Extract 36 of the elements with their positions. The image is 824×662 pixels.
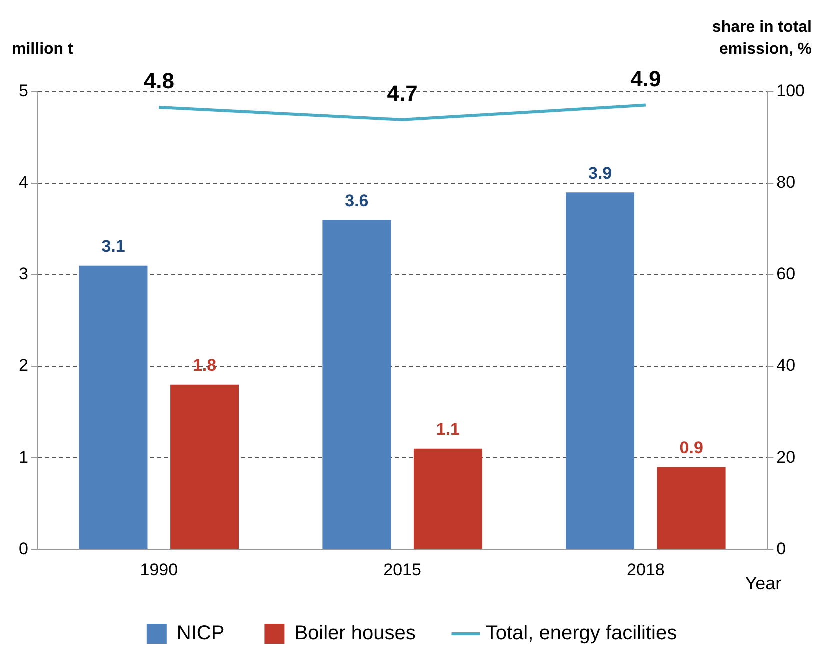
y-tick-label: 1 — [18, 448, 28, 467]
data-label: 0.9 — [680, 438, 704, 458]
bar — [657, 467, 726, 550]
bar — [322, 220, 392, 550]
y-axis-title: million t — [12, 41, 74, 58]
legend-label: Total, energy facilities — [486, 622, 678, 645]
annotation: 4.7 — [387, 80, 418, 106]
y-tick-label: 4 — [18, 173, 28, 192]
y-tick-label: 0 — [18, 539, 28, 558]
data-label: 3.1 — [102, 237, 126, 256]
x-axis-title: Year — [745, 574, 782, 594]
y2-tick-label: 80 — [776, 173, 796, 192]
data-label: 1.1 — [436, 420, 460, 440]
x-tick-label: 1990 — [140, 560, 178, 580]
x-tick-label: 2015 — [384, 560, 422, 580]
y2-axis-title: share in total emission, % — [712, 19, 812, 58]
y-tick-label: 5 — [18, 82, 28, 101]
y2-tick-label: 100 — [776, 82, 806, 101]
y2-tick-label: 40 — [776, 356, 796, 376]
bar — [79, 266, 148, 550]
bar — [170, 384, 240, 550]
y2-tick-label: 0 — [776, 539, 786, 558]
x-tick-label: 2018 — [627, 560, 665, 580]
legend-label: NICP — [176, 622, 225, 645]
data-label: 3.6 — [345, 191, 369, 210]
annotation: 4.8 — [144, 68, 174, 94]
legend-label: Boiler houses — [294, 622, 416, 645]
data-label: 1.8 — [192, 356, 217, 376]
y2-tick-label: 60 — [776, 264, 796, 284]
bar — [566, 192, 635, 550]
bar — [414, 448, 482, 550]
y2-tick-label: 20 — [776, 448, 796, 467]
y-tick-label: 2 — [18, 356, 28, 376]
y-tick-label: 3 — [18, 264, 28, 284]
data-label: 3.9 — [588, 164, 612, 183]
text: 4.9 — [630, 66, 662, 92]
